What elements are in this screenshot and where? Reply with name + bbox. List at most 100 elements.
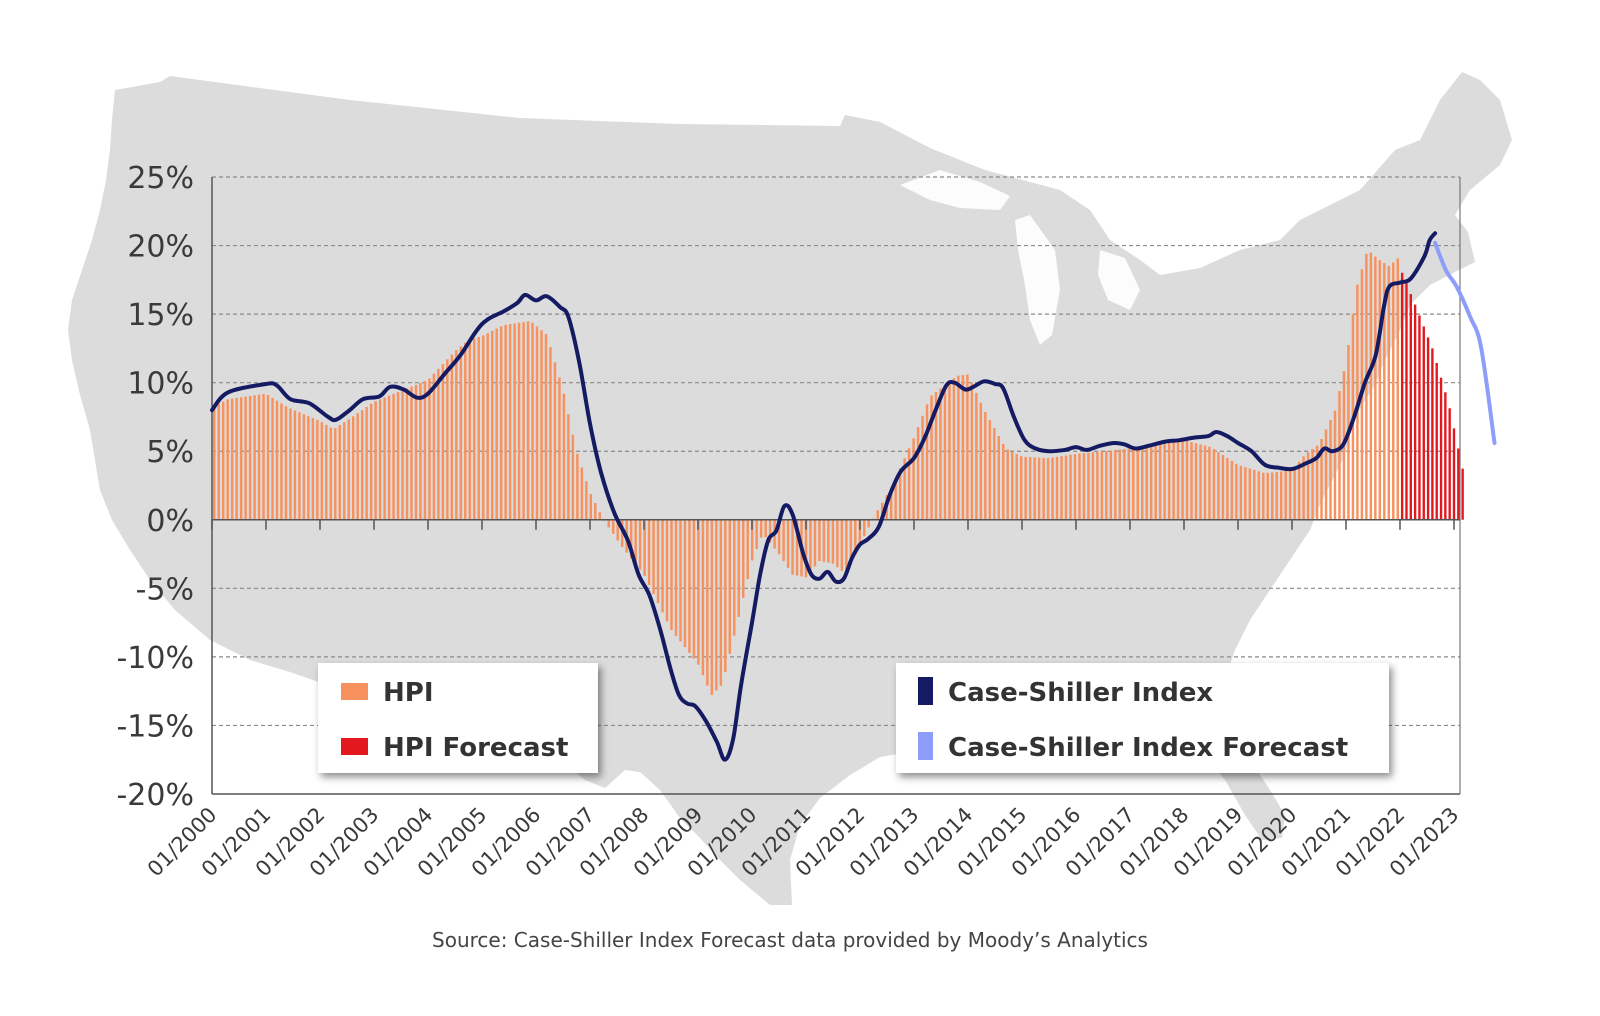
bar xyxy=(706,519,709,686)
bar xyxy=(1006,449,1009,520)
bar xyxy=(1203,445,1207,520)
bar xyxy=(558,377,561,520)
legend-case-shiller-swatch xyxy=(918,677,933,705)
bar xyxy=(459,346,463,520)
bar xyxy=(266,394,270,520)
bar xyxy=(248,395,252,520)
bar xyxy=(1461,468,1464,520)
bar xyxy=(535,326,539,520)
bar xyxy=(1082,453,1086,520)
bar xyxy=(504,324,507,520)
bar xyxy=(334,428,337,520)
bar xyxy=(473,338,476,520)
bar xyxy=(1087,452,1090,520)
bar xyxy=(1293,467,1296,520)
bar xyxy=(804,519,808,578)
bar xyxy=(697,519,700,665)
bar xyxy=(580,467,584,520)
bar xyxy=(1167,442,1171,520)
bar xyxy=(217,403,220,520)
bar xyxy=(571,434,575,520)
bar xyxy=(369,403,373,520)
bar xyxy=(620,519,624,547)
bar xyxy=(262,393,265,520)
bar xyxy=(490,330,494,520)
bar xyxy=(782,519,785,562)
bar xyxy=(643,519,646,576)
bar xyxy=(351,416,355,520)
bar xyxy=(289,408,292,520)
legend-case-shiller-label: Case-Shiller Index xyxy=(948,678,1213,708)
bar xyxy=(284,406,288,520)
bar xyxy=(1284,471,1287,520)
bar xyxy=(1185,441,1189,520)
bar xyxy=(1333,410,1337,520)
bar xyxy=(432,373,436,520)
bar xyxy=(1208,446,1211,520)
bar xyxy=(1212,449,1216,520)
bar xyxy=(307,416,310,520)
bar xyxy=(495,328,498,520)
bar xyxy=(522,322,525,520)
bar xyxy=(1302,456,1305,520)
bar xyxy=(1431,348,1434,520)
legend-right: Case-Shiller Index Case-Shiller Index Fo… xyxy=(896,663,1389,773)
bar xyxy=(1010,451,1014,520)
bar xyxy=(585,481,588,520)
bar xyxy=(912,438,915,520)
legend-hpi-forecast-swatch xyxy=(341,738,368,755)
bar xyxy=(1392,262,1395,520)
bar xyxy=(1320,438,1323,520)
bar xyxy=(1239,465,1243,520)
bar xyxy=(311,418,315,520)
bar xyxy=(293,410,297,520)
bar xyxy=(450,354,454,520)
bar xyxy=(1439,377,1443,520)
bar xyxy=(880,502,884,520)
bar xyxy=(230,398,234,520)
legend-hpi-label: HPI xyxy=(383,678,434,708)
bar xyxy=(1452,428,1456,520)
bar xyxy=(1405,283,1408,520)
bar xyxy=(1217,452,1220,520)
bar xyxy=(446,359,449,520)
bar xyxy=(589,494,593,520)
bar xyxy=(925,404,929,520)
bar xyxy=(670,519,673,631)
bar xyxy=(1426,337,1430,520)
y-tick-label: 0% xyxy=(146,504,194,539)
bar xyxy=(544,333,548,520)
bar xyxy=(396,392,400,520)
bar xyxy=(616,519,619,541)
bar xyxy=(863,519,866,537)
bar xyxy=(822,519,826,562)
bar xyxy=(1257,471,1261,520)
bar xyxy=(513,323,516,520)
bar xyxy=(638,519,642,570)
bar xyxy=(1037,457,1041,520)
bar xyxy=(481,335,485,520)
bar xyxy=(867,519,870,528)
y-tick-label: 20% xyxy=(127,230,194,265)
bar xyxy=(907,448,911,520)
bar xyxy=(692,519,696,659)
legend-case-shiller-forecast-label: Case-Shiller Index Forecast xyxy=(948,733,1348,763)
bar xyxy=(1418,315,1421,520)
bar xyxy=(594,503,597,520)
bar xyxy=(966,374,969,520)
legend-hpi-forecast-label: HPI Forecast xyxy=(383,733,568,763)
bar xyxy=(365,406,368,520)
legend-case-shiller-forecast-swatch xyxy=(918,732,933,760)
bar xyxy=(1315,445,1319,520)
bar xyxy=(1279,471,1283,520)
bar xyxy=(1275,471,1278,520)
hpi-forecast-bars xyxy=(1400,272,1464,520)
bar xyxy=(338,425,341,520)
bar xyxy=(970,382,974,520)
bar xyxy=(809,519,812,572)
bar xyxy=(831,519,835,564)
bar xyxy=(1194,443,1198,520)
bar xyxy=(1387,265,1391,520)
bar xyxy=(1069,454,1072,520)
